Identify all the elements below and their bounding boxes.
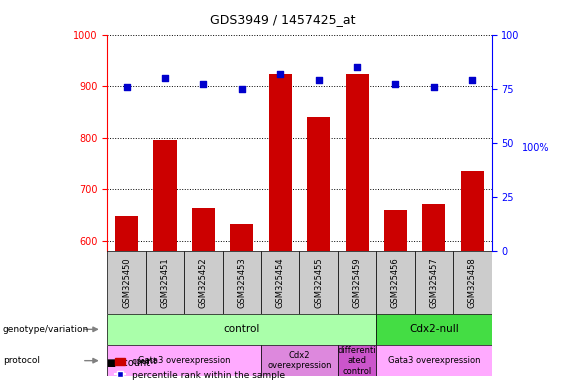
Point — [353, 64, 362, 70]
Y-axis label: 100%: 100% — [523, 143, 550, 153]
Text: GSM325451: GSM325451 — [160, 257, 170, 308]
Text: protocol: protocol — [3, 356, 40, 365]
Text: GSM325450: GSM325450 — [122, 257, 131, 308]
Bar — [115, 216, 138, 251]
Point — [199, 81, 208, 88]
Text: differenti
ated
control: differenti ated control — [338, 346, 376, 376]
Point — [429, 83, 438, 89]
Bar — [223, 251, 261, 314]
Text: GSM325452: GSM325452 — [199, 257, 208, 308]
Bar — [107, 314, 376, 345]
Point — [237, 86, 246, 92]
Bar — [269, 74, 292, 251]
Bar — [231, 224, 253, 251]
Bar — [192, 208, 215, 251]
Point — [122, 83, 131, 89]
Bar — [299, 251, 338, 314]
Text: GSM325453: GSM325453 — [237, 257, 246, 308]
Text: GSM325454: GSM325454 — [276, 257, 285, 308]
Bar — [415, 251, 453, 314]
Bar — [346, 74, 368, 251]
Bar — [307, 117, 330, 251]
Text: genotype/variation: genotype/variation — [3, 325, 89, 334]
Bar — [261, 251, 299, 314]
Bar — [107, 345, 261, 376]
Text: ■  count: ■ count — [107, 358, 150, 368]
Text: GDS3949 / 1457425_at: GDS3949 / 1457425_at — [210, 13, 355, 26]
Bar — [376, 251, 415, 314]
Text: GSM325458: GSM325458 — [468, 257, 477, 308]
Bar — [423, 204, 445, 251]
Bar — [338, 345, 376, 376]
Bar — [154, 140, 176, 251]
Point — [314, 77, 323, 83]
Point — [468, 77, 477, 83]
Point — [276, 70, 285, 76]
Text: Gata3 overexpression: Gata3 overexpression — [388, 356, 480, 365]
Text: GSM325455: GSM325455 — [314, 257, 323, 308]
Text: Gata3 overexpression: Gata3 overexpression — [138, 356, 231, 365]
Text: GSM325457: GSM325457 — [429, 257, 438, 308]
Text: GSM325456: GSM325456 — [391, 257, 400, 308]
Bar — [376, 345, 492, 376]
Text: GSM325459: GSM325459 — [353, 257, 362, 308]
Text: Cdx2
overexpression: Cdx2 overexpression — [267, 351, 332, 370]
Bar — [107, 251, 146, 314]
Bar — [461, 170, 484, 251]
Legend: count, percentile rank within the sample: count, percentile rank within the sample — [112, 354, 289, 383]
Text: control: control — [224, 324, 260, 334]
Text: Cdx2-null: Cdx2-null — [409, 324, 459, 334]
Point — [391, 81, 400, 88]
Bar — [146, 251, 184, 314]
Point — [160, 75, 170, 81]
Bar — [338, 251, 376, 314]
Bar — [184, 251, 223, 314]
Bar — [384, 210, 407, 251]
Bar — [453, 251, 492, 314]
Bar — [376, 314, 492, 345]
Bar — [261, 345, 338, 376]
